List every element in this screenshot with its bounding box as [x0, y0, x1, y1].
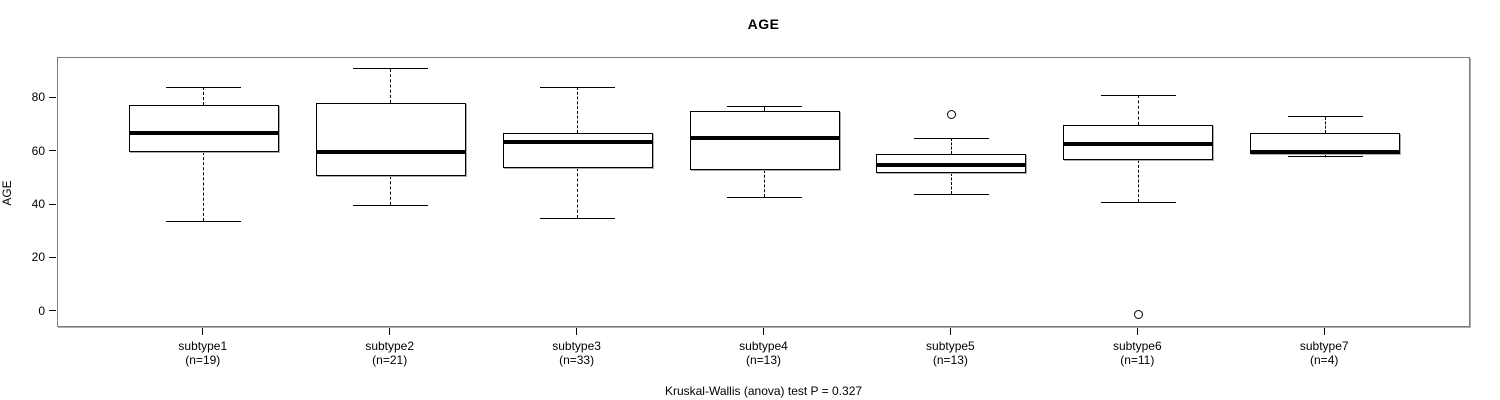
x-axis-group-label: subtype5 (n=13) [870, 339, 1030, 367]
lower-whisker-line [577, 167, 579, 219]
median-line-subtype4 [689, 136, 840, 141]
lower-whisker-cap [166, 220, 242, 222]
group-count-label: (n=11) [1120, 353, 1155, 367]
y-axis-tick-label: 20 [31, 250, 45, 265]
median-line-subtype1 [128, 130, 279, 135]
y-axis-tick [49, 310, 56, 312]
upper-whisker-line [950, 138, 952, 155]
outlier-point-subtype5 [946, 109, 956, 119]
y-axis-tick [49, 256, 56, 258]
upper-whisker-cap [353, 68, 429, 70]
group-count-label: (n=19) [185, 353, 221, 367]
median-line-subtype6 [1063, 141, 1214, 146]
box-subtype1 [128, 104, 279, 152]
upper-whisker-line [1137, 95, 1139, 125]
lower-whisker-line [1324, 154, 1326, 157]
box-subtype4 [689, 111, 840, 171]
x-axis-tick [949, 328, 951, 335]
upper-whisker-line [577, 87, 579, 133]
group-name-label: subtype1 [178, 339, 228, 353]
lower-whisker-cap [1287, 156, 1363, 158]
upper-whisker-cap [1100, 94, 1176, 96]
group-count-label: (n=33) [559, 353, 595, 367]
upper-whisker-cap [1287, 116, 1363, 118]
group-count-label: (n=21) [372, 353, 408, 367]
lower-whisker-cap [540, 217, 616, 219]
lower-whisker-cap [353, 204, 429, 206]
upper-whisker-cap [540, 86, 616, 88]
x-axis-tick [1323, 328, 1325, 335]
lower-whisker-line [390, 175, 392, 205]
box-subtype2 [315, 103, 466, 176]
median-line-subtype5 [876, 162, 1027, 167]
upper-whisker-cap [166, 86, 242, 88]
x-axis-group-label: subtype1 (n=19) [123, 339, 283, 367]
y-axis-tick-label: 60 [31, 143, 45, 158]
y-axis-tick [49, 96, 56, 98]
box-subtype7 [1250, 132, 1401, 155]
group-name-label: subtype2 [365, 339, 415, 353]
y-axis-tick-label: 0 [38, 303, 45, 318]
upper-whisker-line [390, 68, 392, 104]
lower-whisker-cap [727, 196, 802, 198]
x-axis-group-label: subtype6 (n=11) [1057, 339, 1217, 367]
group-name-label: subtype5 [926, 339, 975, 353]
box-subtype3 [502, 132, 653, 168]
upper-whisker-line [764, 106, 765, 112]
y-axis-tick-label: 40 [31, 197, 45, 212]
group-count-label: (n=4) [1310, 353, 1339, 367]
x-axis-group-label: subtype7 (n=4) [1244, 339, 1404, 367]
upper-whisker-line [1324, 116, 1326, 133]
group-name-label: subtype3 [552, 339, 601, 353]
statistical-test-annotation: Kruskal-Wallis (anova) test P = 0.327 [664, 384, 863, 398]
x-axis-tick [576, 328, 578, 335]
median-line-subtype3 [502, 140, 653, 145]
upper-whisker-cap [913, 137, 989, 139]
x-axis-tick [389, 328, 391, 335]
plot-area [57, 57, 1470, 327]
group-name-label: subtype6 [1112, 339, 1162, 353]
x-axis-group-label: subtype2 (n=21) [310, 339, 470, 367]
median-line-subtype7 [1250, 149, 1401, 154]
median-line-subtype2 [315, 149, 466, 154]
lower-whisker-cap [913, 193, 989, 195]
x-axis-tick [763, 328, 764, 335]
lower-whisker-line [764, 170, 765, 197]
group-name-label: subtype4 [739, 339, 788, 353]
x-axis-group-label: subtype3 (n=33) [497, 339, 657, 367]
chart-title: AGE [747, 16, 780, 32]
lower-whisker-line [1137, 159, 1139, 203]
lower-whisker-cap [1100, 201, 1176, 203]
upper-whisker-cap [727, 105, 802, 107]
y-axis-tick-label: 80 [31, 90, 45, 105]
lower-whisker-line [950, 172, 952, 195]
y-axis-title: AGE [0, 180, 14, 206]
y-axis-tick [49, 150, 56, 152]
group-name-label: subtype7 [1299, 339, 1349, 353]
group-count-label: (n=13) [745, 353, 782, 367]
x-axis-tick [202, 328, 204, 335]
lower-whisker-line [203, 151, 205, 222]
group-count-label: (n=13) [932, 353, 968, 367]
outlier-point-subtype6 [1133, 310, 1143, 320]
x-axis-group-label: subtype4 (n=13) [684, 339, 844, 367]
y-axis-tick [49, 203, 56, 205]
x-axis-tick [1136, 328, 1138, 335]
upper-whisker-line [203, 87, 205, 105]
